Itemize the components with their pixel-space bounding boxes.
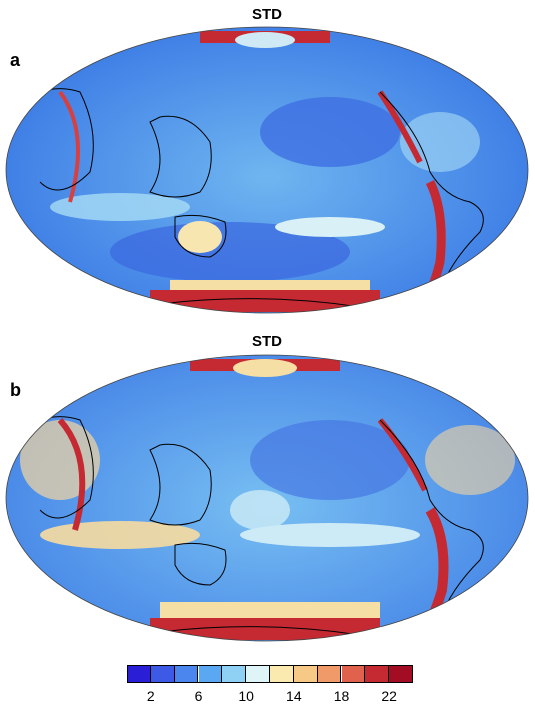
colorbar [127, 665, 413, 683]
colorbar-tick-label: 18 [333, 688, 350, 704]
colorbar-swatch [174, 665, 199, 683]
coastline [149, 443, 212, 526]
asia-red [57, 418, 86, 531]
ocean-patch [110, 222, 350, 282]
coastline [379, 91, 484, 293]
light-patch [230, 490, 290, 530]
rockies-red [377, 90, 423, 164]
colorbar-swatch [222, 665, 247, 683]
ocean-patch [260, 97, 400, 167]
colorbar-swatch [365, 665, 390, 683]
colorbar-swatch [198, 665, 223, 683]
panel-a-letter: a [10, 50, 21, 70]
warm-patch [178, 221, 222, 253]
colorbar-swatch [317, 665, 342, 683]
colorbar-swatch [150, 665, 175, 683]
panel-b-letter: b [10, 380, 21, 400]
colorbar-swatch [127, 665, 151, 683]
map-panel-a [5, 26, 529, 314]
colorbar-tick-label: 10 [238, 688, 254, 704]
colorbar-tick-label: 14 [286, 688, 302, 704]
warm-patch [40, 521, 200, 549]
southern-red-band [150, 618, 380, 640]
coastline [379, 419, 484, 621]
southern-red-band [150, 290, 380, 312]
warm-patch [275, 217, 385, 237]
panel-b-title: STD [252, 333, 282, 350]
light-patch [50, 193, 190, 221]
light-patch [240, 523, 420, 547]
southern-light-band [170, 280, 370, 290]
colorbar-swatch [341, 665, 366, 683]
ocean-patch [250, 420, 410, 500]
coastline [159, 626, 361, 636]
asia-red [58, 90, 80, 203]
colorbar-swatch [246, 665, 270, 683]
colorbar-swatch [293, 665, 318, 683]
coastline [149, 115, 212, 198]
arctic-light [235, 32, 295, 48]
coastline [159, 298, 361, 308]
colorbar-tick-label: 2 [146, 688, 155, 704]
coastline [174, 542, 227, 586]
coastline [174, 214, 227, 258]
panel-a-title: STD [252, 6, 282, 23]
rockies-red [377, 418, 428, 492]
arctic-light [233, 359, 297, 377]
colorbar-tick-label: 6 [194, 688, 203, 704]
map-panel-b [5, 354, 529, 642]
colorbar-tick-label: 22 [381, 688, 397, 704]
warm-patch [425, 425, 515, 495]
colorbar-swatch [270, 665, 294, 683]
warm-patch [20, 420, 100, 500]
colorbar-frame [127, 665, 413, 683]
southern-light-band [160, 602, 380, 618]
